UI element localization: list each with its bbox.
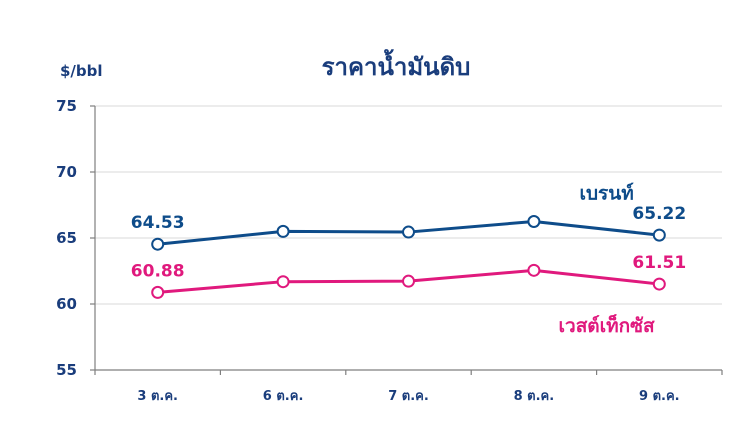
x-tick-label-0: 3 ต.ค. (137, 389, 178, 404)
data-label-1-0: 60.88 (131, 261, 185, 281)
axes (90, 105, 723, 375)
gridlines (95, 105, 722, 305)
data-point-0-0 (151, 237, 165, 251)
y-tick-label-70: 70 (56, 163, 77, 181)
data-label-0-4: 65.22 (632, 204, 686, 224)
x-tick-label-2: 7 ต.ค. (388, 389, 429, 404)
x-axis-ticks: 3 ต.ค. 6 ต.ค. 7 ต.ค. 8 ต.ค. 9 ต.ค. (137, 389, 679, 404)
data-point-0-4 (652, 228, 666, 242)
data-point-0-2 (402, 225, 415, 239)
y-tick-label-75: 75 (56, 97, 77, 115)
y-tick-label-55: 55 (56, 361, 77, 379)
y-axis-label: $/bbl (60, 62, 103, 80)
data-label-1-4: 61.51 (632, 253, 686, 273)
y-axis-ticks: 55 60 65 70 75 (56, 97, 77, 379)
series-name-label-1: เวสต์เท็กซัส (559, 313, 656, 337)
y-tick-label-60: 60 (56, 295, 77, 313)
data-label-0-0: 64.53 (131, 213, 185, 233)
series-name-label-0: เบรนท์ (579, 183, 633, 205)
data-point-1-0 (151, 285, 165, 299)
series-group (151, 215, 666, 299)
data-point-1-4 (652, 277, 666, 291)
data-point-1-3 (527, 263, 541, 277)
x-tick-label-4: 9 ต.ค. (639, 389, 680, 404)
x-tick-label-3: 8 ต.ค. (514, 389, 555, 404)
chart-title: ราคาน้ำมันดิบ (322, 48, 471, 81)
data-point-1-1 (276, 275, 290, 289)
data-point-0-1 (276, 224, 290, 238)
data-point-0-3 (527, 215, 541, 228)
x-tick-label-1: 6 ต.ค. (263, 389, 304, 404)
data-point-1-2 (402, 274, 415, 288)
y-tick-label-65: 65 (56, 229, 77, 247)
